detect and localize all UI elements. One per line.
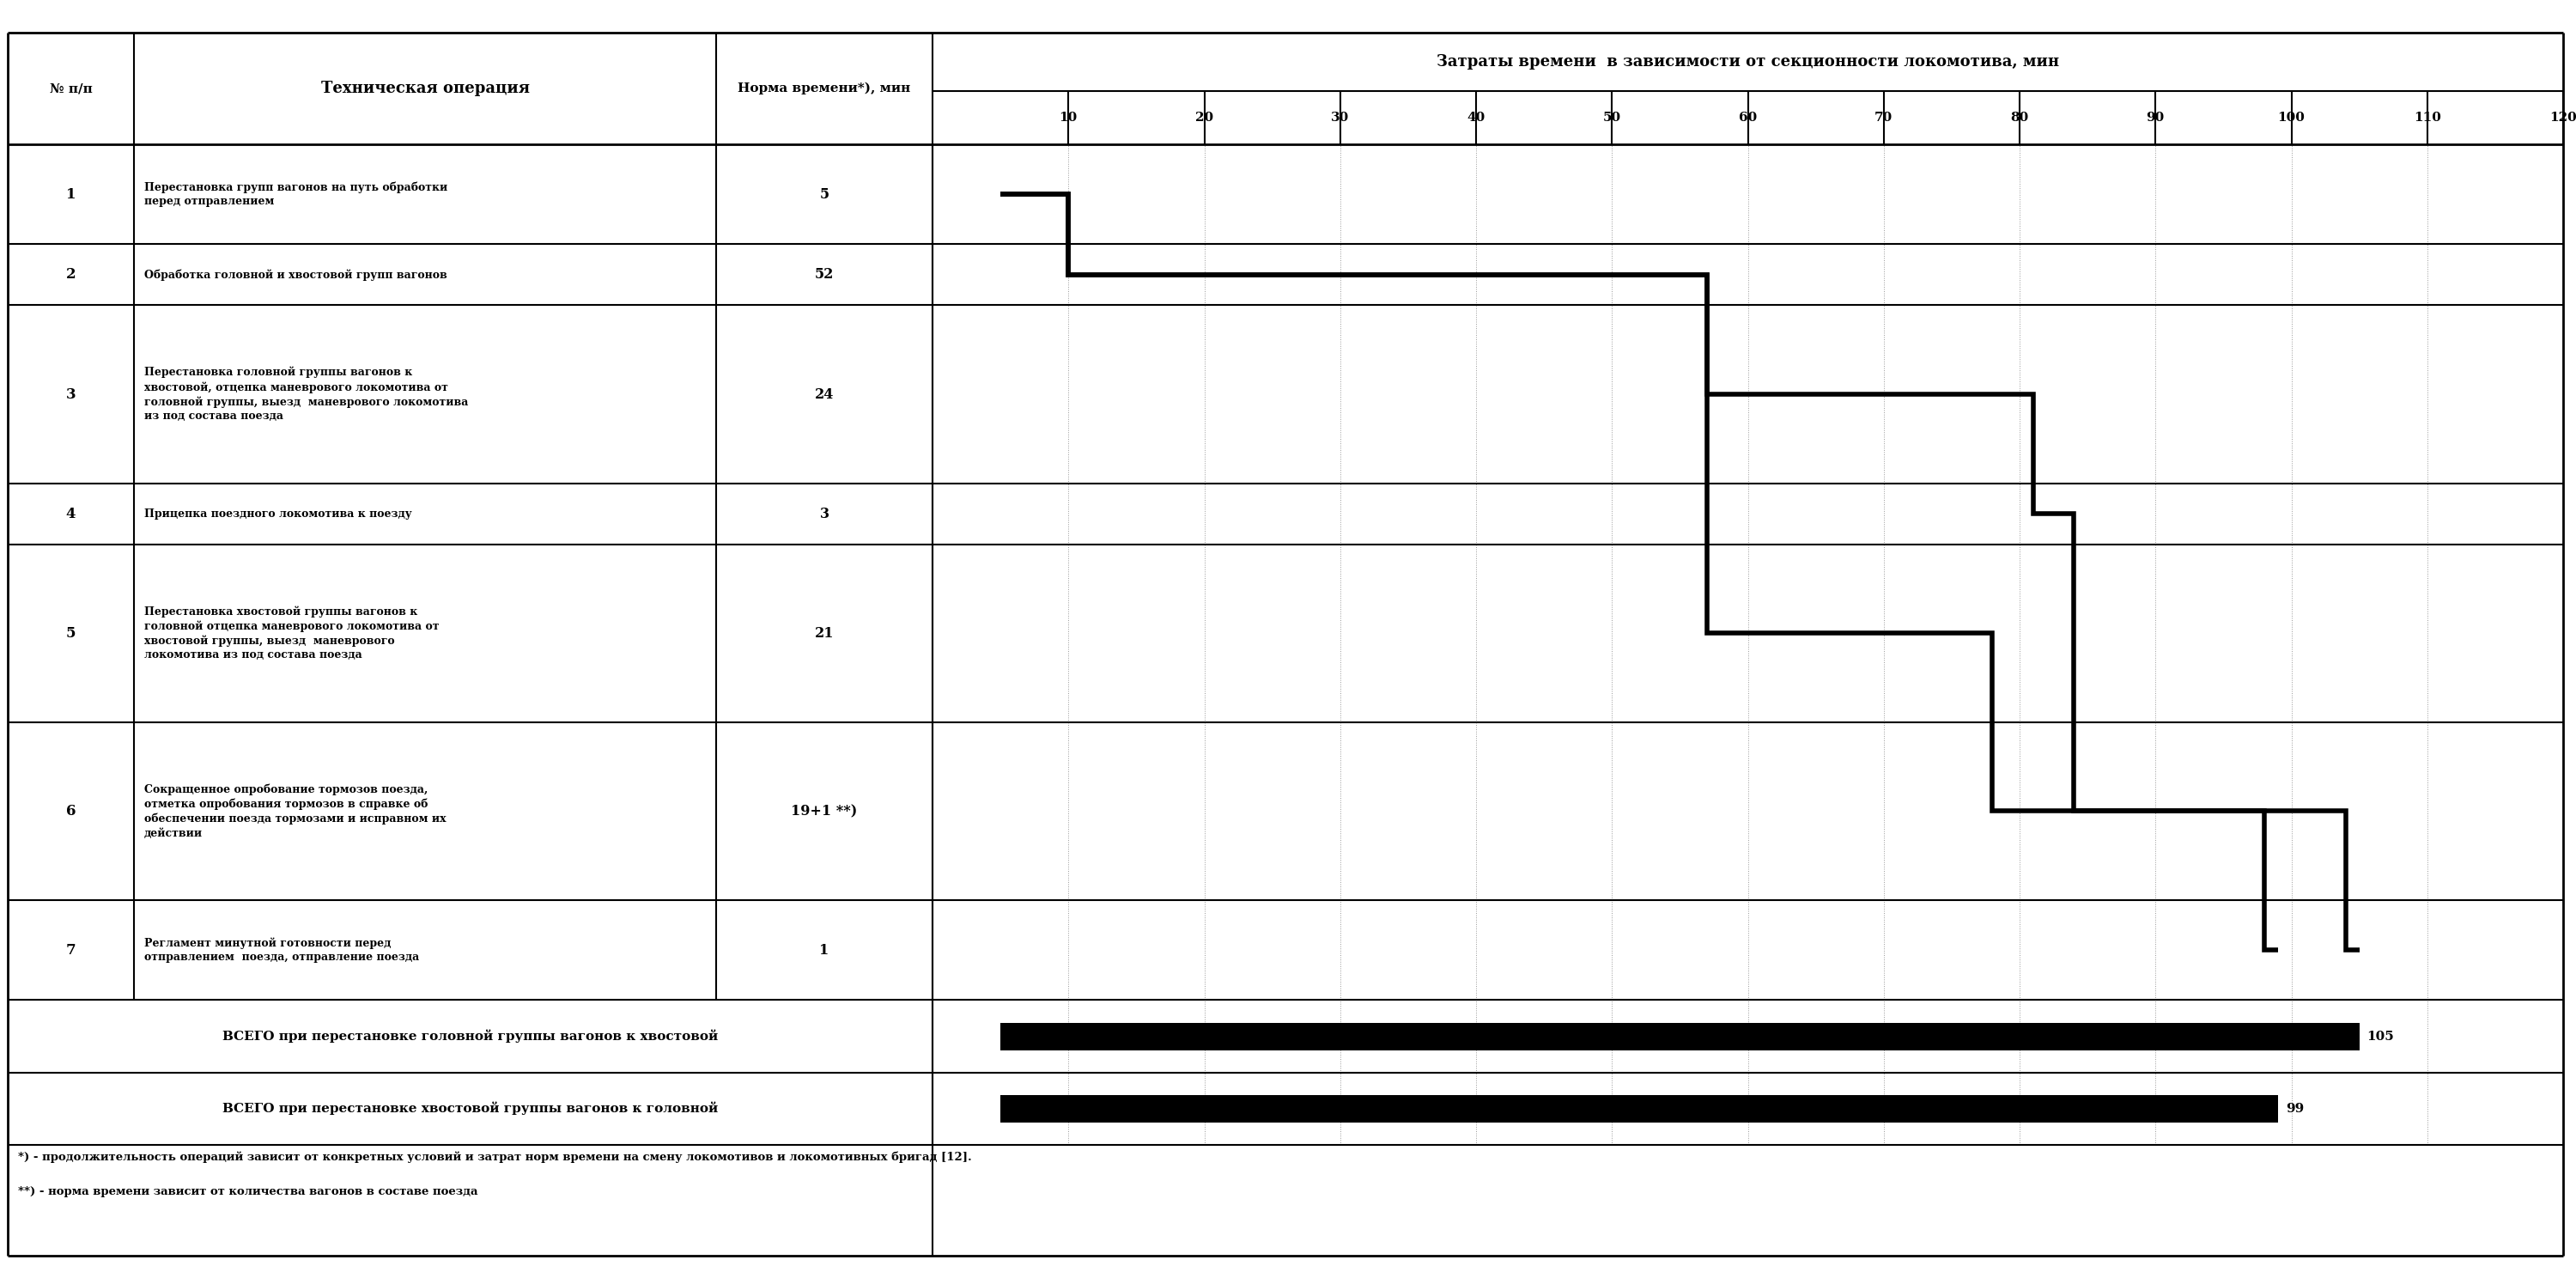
Text: 24: 24 (814, 387, 835, 401)
Text: Перестановка хвостовой группы вагонов к
головной отцепка маневрового локомотива : Перестановка хвостовой группы вагонов к … (144, 605, 438, 661)
Text: ВСЕГО при перестановке хвостовой группы вагонов к головной: ВСЕГО при перестановке хвостовой группы … (222, 1101, 719, 1115)
Text: Сокращенное опробование тормозов поезда,
отметка опробования тормозов в справке : Сокращенное опробование тормозов поезда,… (144, 784, 446, 839)
Text: 2: 2 (67, 267, 75, 282)
Text: 70: 70 (1875, 111, 1893, 123)
Text: Перестановка головной группы вагонов к
хвостовой, отцепка маневрового локомотива: Перестановка головной группы вагонов к х… (144, 367, 469, 422)
Text: 3: 3 (67, 387, 75, 401)
Text: № п/п: № п/п (49, 82, 93, 95)
Text: ВСЕГО при перестановке головной группы вагонов к хвостовой: ВСЕГО при перестановке головной группы в… (222, 1029, 719, 1043)
Bar (999, 1023, 2360, 1050)
Text: **) - норма времени зависит от количества вагонов в составе поезда: **) - норма времени зависит от количеств… (18, 1186, 479, 1198)
Text: 10: 10 (1059, 111, 1077, 123)
Text: Техническая операция: Техническая операция (319, 81, 531, 96)
Text: 90: 90 (2146, 111, 2164, 123)
Text: 50: 50 (1602, 111, 1620, 123)
Text: 6: 6 (67, 804, 75, 818)
Text: 1: 1 (67, 187, 75, 201)
Text: 5: 5 (819, 187, 829, 201)
Text: Затраты времени  в зависимости от секционности локомотива, мин: Затраты времени в зависимости от секцион… (1437, 54, 2058, 70)
Text: 5: 5 (67, 625, 75, 641)
Text: Регламент минутной готовности перед
отправлением  поезда, отправление поезда: Регламент минутной готовности перед отпр… (144, 937, 420, 963)
Text: 110: 110 (2414, 111, 2442, 123)
Text: 120: 120 (2550, 111, 2576, 123)
Text: 20: 20 (1195, 111, 1213, 123)
Text: 4: 4 (67, 506, 75, 522)
Text: 60: 60 (1739, 111, 1757, 123)
Text: Перестановка групп вагонов на путь обработки
перед отправлением: Перестановка групп вагонов на путь обраб… (144, 181, 448, 208)
Text: Прицепка поездного локомотива к поезду: Прицепка поездного локомотива к поезду (144, 508, 412, 519)
Text: Обработка головной и хвостовой групп вагонов: Обработка головной и хвостовой групп ваг… (144, 268, 448, 281)
Text: 99: 99 (2285, 1103, 2303, 1114)
Text: Норма времени*), мин: Норма времени*), мин (737, 82, 912, 95)
Text: 30: 30 (1332, 111, 1350, 123)
Text: 3: 3 (819, 506, 829, 522)
Bar (999, 1095, 2277, 1122)
Text: 1: 1 (819, 943, 829, 957)
Text: 19+1 **): 19+1 **) (791, 804, 858, 818)
Text: 40: 40 (1466, 111, 1486, 123)
Text: 52: 52 (814, 267, 835, 282)
Text: 80: 80 (2009, 111, 2030, 123)
Text: *) - продолжительность операций зависит от конкретных условий и затрат норм врем: *) - продолжительность операций зависит … (18, 1151, 971, 1162)
Text: 105: 105 (2367, 1031, 2393, 1042)
Text: 7: 7 (67, 943, 75, 957)
Text: 21: 21 (814, 625, 835, 641)
Text: 100: 100 (2277, 111, 2306, 123)
